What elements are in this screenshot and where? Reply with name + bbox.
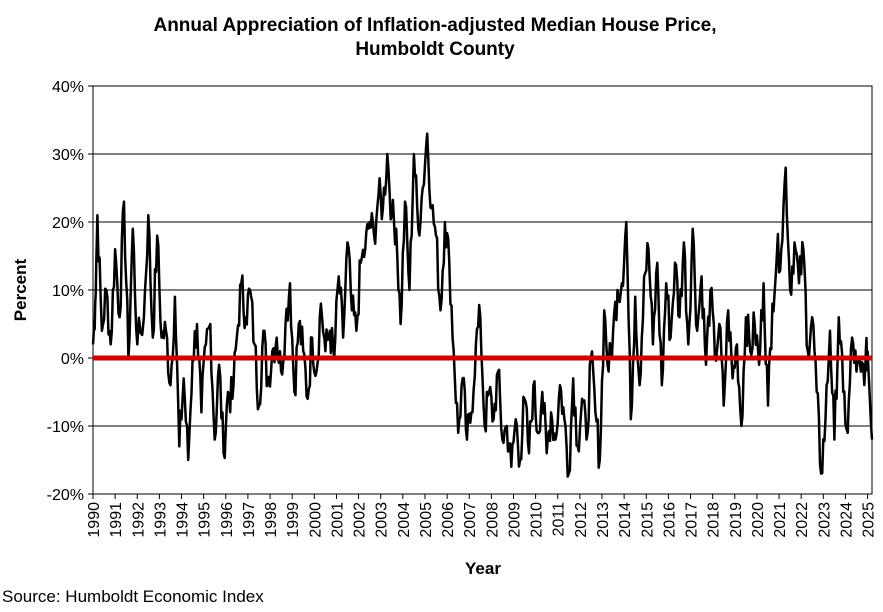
y-tick-label: -20% (47, 487, 84, 504)
x-tick-label: 2005 (418, 502, 435, 538)
x-tick-label: 2024 (838, 502, 855, 538)
series-line-appreciation (91, 132, 874, 478)
x-tick-label: 1994 (175, 502, 192, 538)
x-tick-label: 1991 (108, 502, 125, 538)
y-tick-label: 10% (52, 283, 84, 300)
y-tick-label: 40% (52, 79, 84, 96)
x-tick-label: 1999 (285, 502, 302, 538)
x-tick-label: 1998 (263, 502, 280, 538)
gridlines (88, 85, 872, 495)
chart-title: Annual Appreciation of Inflation-adjuste… (0, 14, 870, 62)
x-tick-label: 2017 (684, 502, 701, 538)
x-tick-label: 2018 (706, 502, 723, 538)
x-tick-label: 2020 (750, 502, 767, 538)
x-tick-label: 2002 (352, 502, 369, 538)
y-tick-label: 30% (52, 147, 84, 164)
x-tick-label: 2007 (462, 502, 479, 538)
x-tick-label: 2011 (551, 502, 568, 537)
x-axis-tick-labels: 1990 1991 1992 1993 1994 1995 1996 1997 1998 1999… (86, 494, 878, 538)
x-tick-label: 1992 (130, 502, 147, 538)
x-tick-label: 2013 (595, 502, 612, 538)
x-tick-label: 1990 (86, 502, 103, 538)
x-tick-label: 2008 (484, 502, 501, 538)
x-axis-label: Year (465, 559, 501, 578)
y-axis-label: Percent (11, 258, 30, 321)
x-tick-label: 2003 (374, 502, 391, 538)
plot-area-border (92, 85, 873, 495)
x-tick-label: 2021 (772, 502, 789, 538)
y-tick-label: 20% (52, 215, 84, 232)
x-tick-label: 2016 (661, 502, 678, 538)
chart-title-line-1: Annual Appreciation of Inflation-adjuste… (153, 15, 717, 36)
x-tick-label: 1996 (219, 502, 236, 538)
x-tick-label: 2012 (573, 502, 590, 538)
x-tick-label: 2006 (440, 502, 457, 538)
x-tick-label: 2015 (639, 502, 656, 538)
x-tick-label: 2004 (396, 502, 413, 538)
x-tick-label: 2010 (529, 502, 546, 538)
chart-title-line-2: Humboldt County (355, 39, 515, 60)
x-tick-label: 2019 (728, 502, 745, 538)
x-tick-label: 2023 (816, 502, 833, 538)
x-tick-label: 2025 (861, 502, 878, 538)
source-note: Source: Humboldt Economic Index (2, 587, 264, 606)
y-axis-tick-labels: -20% -10% 0% 10% 20% 30% 40% (47, 79, 84, 504)
x-tick-label: 1995 (197, 502, 214, 538)
x-tick-label: 2022 (794, 502, 811, 538)
x-tick-label: 2009 (506, 502, 523, 538)
y-tick-label: 0% (61, 351, 84, 368)
x-tick-label: 1993 (152, 502, 169, 538)
x-tick-label: 2001 (329, 502, 346, 538)
x-tick-label: 1997 (241, 502, 258, 538)
x-tick-label: 2014 (617, 502, 634, 538)
y-tick-label: -10% (47, 419, 84, 436)
x-tick-label: 2000 (307, 502, 324, 538)
